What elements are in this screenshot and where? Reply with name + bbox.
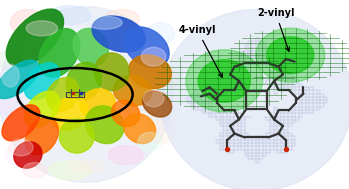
Ellipse shape: [52, 97, 88, 130]
Text: 4-vinyl: 4-vinyl: [178, 25, 222, 77]
Ellipse shape: [9, 139, 33, 156]
Ellipse shape: [59, 119, 94, 153]
Ellipse shape: [186, 50, 263, 112]
Ellipse shape: [124, 114, 156, 143]
Ellipse shape: [267, 37, 314, 74]
Ellipse shape: [10, 9, 45, 36]
Ellipse shape: [24, 63, 60, 100]
Ellipse shape: [24, 91, 60, 128]
Ellipse shape: [39, 29, 80, 77]
Text: 2-vinyl: 2-vinyl: [257, 8, 295, 51]
Ellipse shape: [5, 144, 37, 166]
Ellipse shape: [2, 105, 40, 141]
Ellipse shape: [147, 23, 174, 45]
Ellipse shape: [25, 117, 59, 155]
Ellipse shape: [2, 64, 19, 87]
Ellipse shape: [256, 28, 325, 82]
Ellipse shape: [143, 90, 164, 107]
Ellipse shape: [70, 160, 105, 173]
Ellipse shape: [0, 91, 23, 117]
Ellipse shape: [142, 91, 172, 117]
Ellipse shape: [80, 89, 115, 119]
Ellipse shape: [112, 100, 140, 127]
Ellipse shape: [47, 78, 79, 111]
Ellipse shape: [14, 142, 42, 168]
Ellipse shape: [6, 9, 64, 67]
Ellipse shape: [105, 9, 140, 28]
Ellipse shape: [0, 49, 23, 72]
Ellipse shape: [0, 60, 39, 98]
Ellipse shape: [108, 146, 143, 164]
Ellipse shape: [161, 9, 349, 189]
Ellipse shape: [138, 132, 162, 151]
Ellipse shape: [23, 163, 47, 178]
Ellipse shape: [0, 7, 173, 182]
Ellipse shape: [49, 6, 91, 25]
Ellipse shape: [113, 76, 152, 106]
Ellipse shape: [73, 28, 109, 66]
Ellipse shape: [141, 47, 166, 66]
Ellipse shape: [147, 121, 174, 144]
Ellipse shape: [155, 70, 180, 89]
Ellipse shape: [198, 60, 251, 102]
Ellipse shape: [124, 27, 169, 67]
Ellipse shape: [87, 16, 122, 29]
Ellipse shape: [94, 53, 129, 91]
Ellipse shape: [66, 62, 102, 100]
Ellipse shape: [86, 106, 124, 144]
Ellipse shape: [92, 16, 145, 52]
Ellipse shape: [129, 55, 171, 89]
Ellipse shape: [26, 21, 58, 36]
Ellipse shape: [49, 161, 91, 180]
